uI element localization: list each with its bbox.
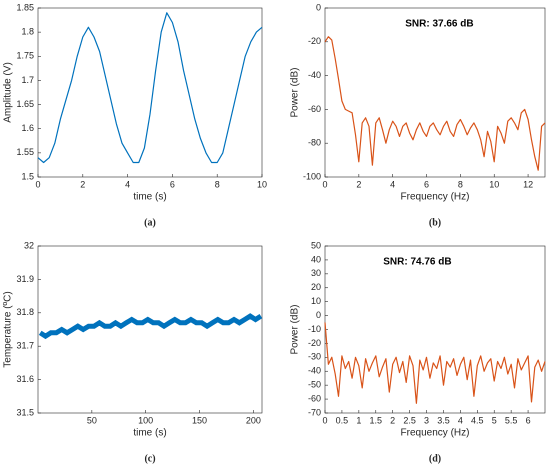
y-axis-label: Temperature (ºC) bbox=[3, 291, 14, 367]
y-tick-label: -40 bbox=[308, 70, 321, 80]
x-tick-label: 3 bbox=[424, 415, 429, 425]
y-tick-label: -50 bbox=[308, 380, 321, 390]
x-axis-label: time (s) bbox=[133, 192, 166, 203]
x-tick-label: 0.5 bbox=[336, 415, 349, 425]
y-tick-label: 1.65 bbox=[16, 99, 34, 109]
x-tick-label: 0 bbox=[35, 179, 40, 189]
x-tick-label: 1 bbox=[356, 415, 361, 425]
y-tick-label: -20 bbox=[308, 36, 321, 46]
y-tick-label: 30 bbox=[311, 268, 321, 278]
x-tick-label: 8 bbox=[215, 179, 220, 189]
y-tick-label: 1.75 bbox=[16, 51, 34, 61]
annotation: SNR: 74.76 dB bbox=[383, 257, 451, 268]
y-axis-label: Amplitude (V) bbox=[3, 62, 14, 123]
y-tick-label: -20 bbox=[308, 338, 321, 348]
x-tick-label: 5 bbox=[492, 415, 497, 425]
y-tick-label: -80 bbox=[308, 138, 321, 148]
x-tick-label: 6 bbox=[526, 415, 531, 425]
y-tick-label: 1.8 bbox=[21, 27, 34, 37]
y-tick-label: 31.6 bbox=[16, 374, 34, 384]
x-tick-label: 8 bbox=[458, 179, 463, 189]
x-tick-label: 50 bbox=[87, 415, 97, 425]
y-tick-label: 1.85 bbox=[16, 2, 34, 12]
x-tick-label: 6 bbox=[424, 179, 429, 189]
x-tick-label: 4 bbox=[390, 179, 395, 189]
y-axis-label: Power (dB) bbox=[290, 67, 301, 117]
y-axis-label: Power (dB) bbox=[290, 304, 301, 354]
y-tick-label: -40 bbox=[308, 366, 321, 376]
x-axis-label: Frequency (Hz) bbox=[401, 192, 470, 203]
x-tick-label: 4 bbox=[458, 415, 463, 425]
x-tick-label: 100 bbox=[138, 415, 153, 425]
y-tick-label: 1.55 bbox=[16, 147, 34, 157]
y-tick-label: 0 bbox=[316, 2, 321, 12]
y-tick-label: 31.7 bbox=[16, 341, 34, 351]
x-tick-label: 0 bbox=[322, 415, 327, 425]
x-tick-label: 0 bbox=[322, 179, 327, 189]
panel-label: (c) bbox=[144, 453, 155, 464]
x-tick-label: 4 bbox=[125, 179, 130, 189]
y-tick-label: 0 bbox=[316, 310, 321, 320]
y-tick-label: -60 bbox=[308, 104, 321, 114]
y-tick-label: 1.6 bbox=[21, 123, 34, 133]
x-tick-label: 6 bbox=[170, 179, 175, 189]
data-line bbox=[324, 322, 546, 404]
panel-label: (b) bbox=[429, 217, 441, 228]
y-tick-label: 31.5 bbox=[16, 407, 34, 417]
y-tick-label: -60 bbox=[308, 393, 321, 403]
panel-label: (d) bbox=[429, 453, 441, 464]
x-tick-label: 10 bbox=[257, 179, 267, 189]
y-tick-label: 10 bbox=[311, 296, 321, 306]
x-tick-label: 2 bbox=[356, 179, 361, 189]
y-tick-label: 31.9 bbox=[16, 274, 34, 284]
x-tick-label: 10 bbox=[489, 179, 499, 189]
data-line bbox=[324, 36, 546, 171]
x-tick-label: 2 bbox=[390, 415, 395, 425]
x-axis-label: Frequency (Hz) bbox=[401, 428, 470, 439]
y-tick-label: -30 bbox=[308, 352, 321, 362]
x-tick-label: 1.5 bbox=[370, 415, 383, 425]
y-tick-label: -10 bbox=[308, 324, 321, 334]
plot-area bbox=[324, 7, 546, 178]
x-axis-label: time (s) bbox=[133, 428, 166, 439]
data-line bbox=[38, 313, 263, 340]
x-tick-label: 150 bbox=[192, 415, 207, 425]
data-line bbox=[37, 12, 263, 164]
plot-area bbox=[324, 245, 546, 414]
y-tick-label: 1.5 bbox=[21, 171, 34, 181]
y-tick-label: -70 bbox=[308, 407, 321, 417]
y-tick-label: 50 bbox=[311, 240, 321, 250]
y-tick-label: 31.8 bbox=[16, 307, 34, 317]
x-tick-label: 5.5 bbox=[505, 415, 518, 425]
panel-label: (a) bbox=[144, 217, 156, 228]
plot-area bbox=[37, 7, 263, 178]
y-tick-label: -100 bbox=[303, 171, 321, 181]
x-tick-label: 12 bbox=[523, 179, 533, 189]
y-tick-label: 40 bbox=[311, 254, 321, 264]
x-tick-label: 2.5 bbox=[403, 415, 416, 425]
y-tick-label: 1.7 bbox=[21, 75, 34, 85]
x-tick-label: 200 bbox=[246, 415, 261, 425]
x-tick-label: 2 bbox=[80, 179, 85, 189]
y-tick-label: 20 bbox=[311, 282, 321, 292]
annotation: SNR: 37.66 dB bbox=[405, 19, 473, 30]
x-tick-label: 3.5 bbox=[437, 415, 450, 425]
y-tick-label: 32 bbox=[24, 240, 34, 250]
x-tick-label: 4.5 bbox=[471, 415, 484, 425]
